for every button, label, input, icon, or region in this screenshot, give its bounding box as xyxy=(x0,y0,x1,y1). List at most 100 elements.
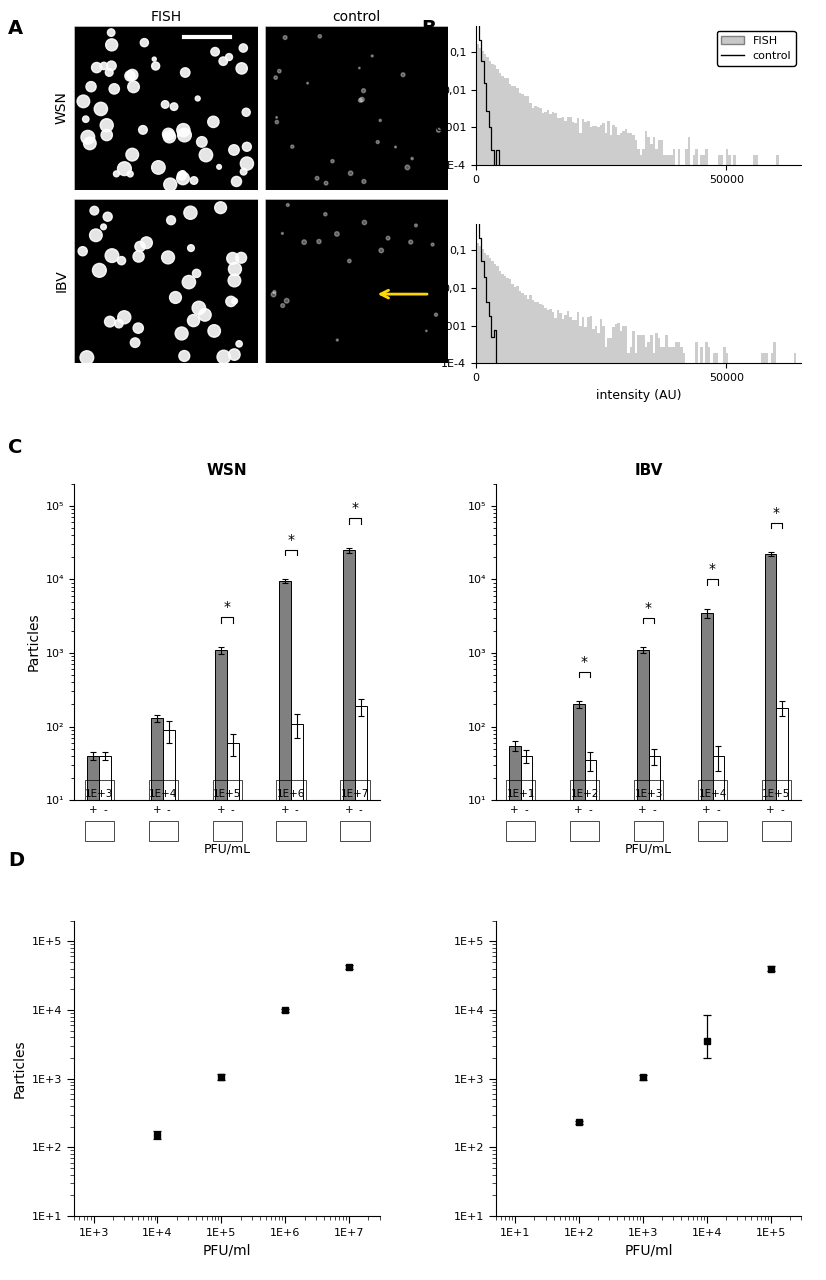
Bar xyxy=(620,330,622,1280)
Bar xyxy=(794,177,796,1280)
Bar xyxy=(640,155,643,1280)
Bar xyxy=(633,134,635,1280)
Bar xyxy=(729,365,731,1280)
Bar xyxy=(617,134,620,1280)
Bar xyxy=(645,131,648,1280)
Bar xyxy=(577,312,580,1280)
Bar xyxy=(665,155,667,1280)
Point xyxy=(824,0,826,9)
Bar xyxy=(670,347,672,1280)
Text: 1E+1: 1E+1 xyxy=(506,788,534,799)
Bar xyxy=(771,353,773,1280)
Bar xyxy=(487,255,489,1280)
Bar xyxy=(506,78,509,1280)
Bar xyxy=(622,131,624,1280)
Bar xyxy=(532,109,534,1280)
Bar xyxy=(582,119,585,1280)
Bar xyxy=(713,353,715,1280)
Bar xyxy=(478,246,482,1280)
Bar xyxy=(683,166,686,1280)
Bar xyxy=(648,756,660,1280)
Y-axis label: Particles: Particles xyxy=(12,1039,26,1097)
Bar xyxy=(703,365,705,1280)
X-axis label: PFU/ml: PFU/ml xyxy=(203,1243,251,1257)
Bar xyxy=(547,110,549,1280)
Bar xyxy=(627,353,630,1280)
Bar xyxy=(701,613,713,1280)
Bar xyxy=(506,820,535,841)
Bar xyxy=(637,650,648,1280)
Bar xyxy=(212,820,241,841)
Bar xyxy=(511,86,514,1280)
Bar xyxy=(476,243,478,1280)
Bar xyxy=(794,353,796,1280)
Bar xyxy=(746,375,748,1280)
Bar xyxy=(736,365,738,1280)
Bar xyxy=(761,166,763,1280)
Bar xyxy=(784,177,786,1280)
Bar xyxy=(725,353,729,1280)
Bar xyxy=(723,347,725,1280)
Bar xyxy=(499,271,501,1280)
Bar xyxy=(572,123,574,1280)
Bar xyxy=(564,122,567,1280)
Bar xyxy=(741,375,743,1280)
Text: *: * xyxy=(224,600,230,614)
Bar xyxy=(683,353,686,1280)
Bar xyxy=(607,338,610,1280)
Text: 1E+5: 1E+5 xyxy=(213,788,241,799)
Bar xyxy=(514,87,516,1280)
Bar xyxy=(763,177,766,1280)
Bar xyxy=(482,248,484,1280)
Bar xyxy=(585,123,587,1280)
Bar xyxy=(562,116,564,1280)
Text: 1E+3: 1E+3 xyxy=(85,788,113,799)
Bar xyxy=(582,316,585,1280)
Bar xyxy=(638,148,640,1280)
Title: WSN: WSN xyxy=(206,463,247,479)
Text: *: * xyxy=(287,532,295,547)
Bar xyxy=(340,820,369,841)
Bar xyxy=(758,375,761,1280)
Bar xyxy=(688,365,691,1280)
Bar xyxy=(756,375,758,1280)
Bar xyxy=(653,137,655,1280)
Bar xyxy=(710,365,713,1280)
Bar xyxy=(670,155,672,1280)
Bar xyxy=(665,335,667,1280)
Bar xyxy=(212,780,241,800)
Bar xyxy=(655,333,657,1280)
Bar xyxy=(514,287,516,1280)
Bar xyxy=(773,342,776,1280)
Bar xyxy=(534,106,537,1280)
Bar xyxy=(478,47,482,1280)
Bar xyxy=(657,141,660,1280)
Bar xyxy=(645,347,648,1280)
Bar xyxy=(602,325,605,1280)
Bar xyxy=(585,760,596,1280)
Bar xyxy=(552,312,554,1280)
Bar xyxy=(559,119,562,1280)
Bar xyxy=(569,116,572,1280)
Text: *: * xyxy=(352,502,358,516)
Bar xyxy=(768,177,771,1280)
Bar xyxy=(529,294,532,1280)
Bar xyxy=(751,177,753,1280)
Bar xyxy=(756,155,758,1280)
Bar xyxy=(650,143,653,1280)
Bar xyxy=(542,114,544,1280)
Bar xyxy=(786,166,789,1280)
Bar xyxy=(791,166,794,1280)
Bar xyxy=(761,353,763,1280)
Bar xyxy=(520,756,532,1280)
Bar xyxy=(736,166,738,1280)
Bar xyxy=(799,375,801,1280)
Bar xyxy=(624,129,627,1280)
Bar xyxy=(691,166,693,1280)
Bar xyxy=(678,148,681,1280)
Bar xyxy=(753,365,756,1280)
Bar xyxy=(573,704,585,1280)
Bar xyxy=(482,51,484,1280)
X-axis label: PFU/ml: PFU/ml xyxy=(624,1243,672,1257)
Text: *: * xyxy=(645,600,652,614)
